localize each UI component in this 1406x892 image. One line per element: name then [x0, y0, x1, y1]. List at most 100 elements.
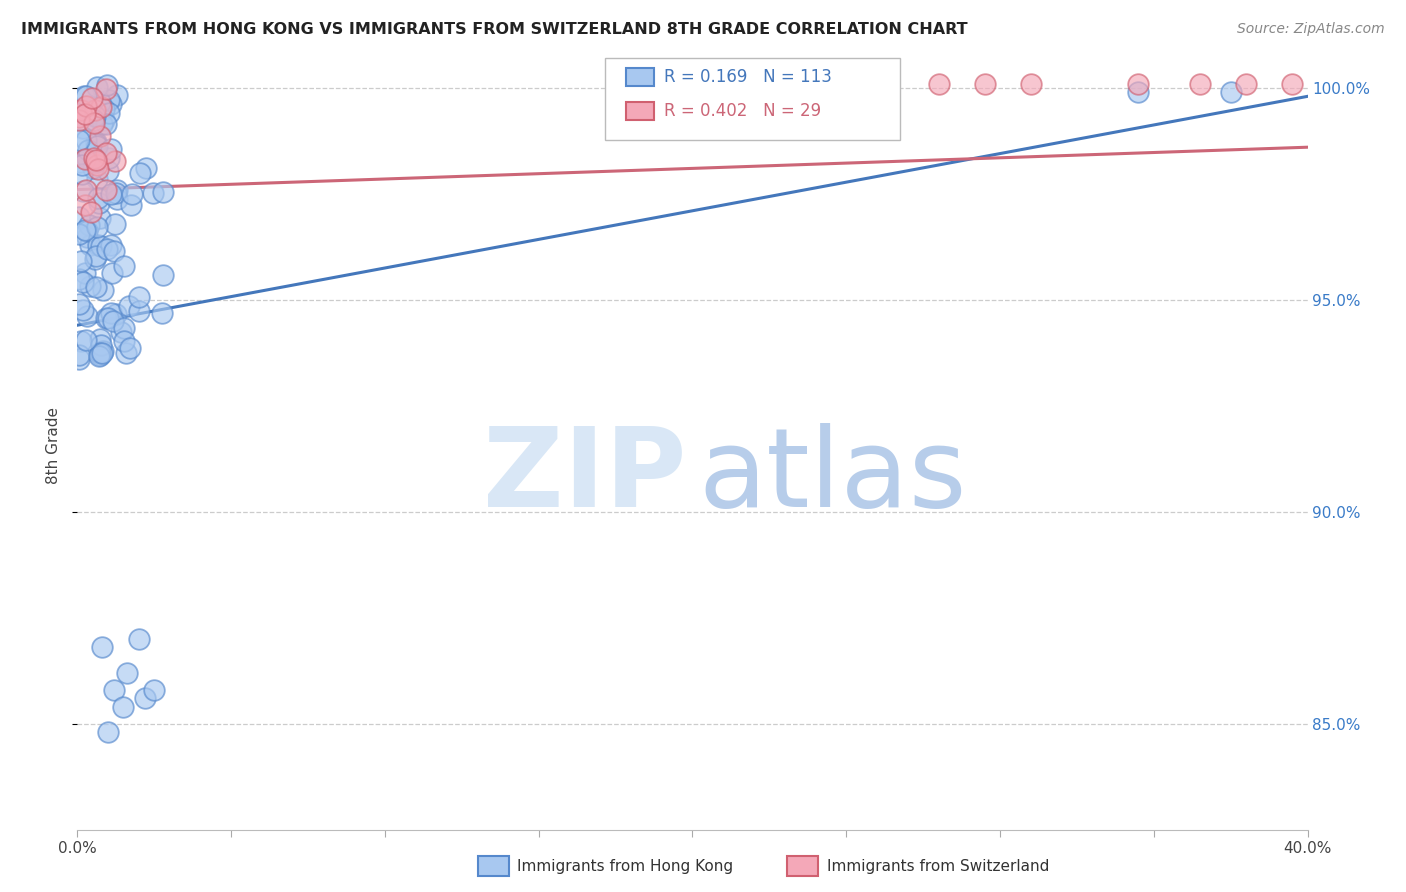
Point: [72, 184, 94, 198]
Point: [86, 172, 108, 186]
Point: [67, 297, 90, 311]
Point: [121, 187, 143, 202]
Point: [69, 154, 91, 169]
Point: [90, 239, 112, 253]
Point: [82, 156, 104, 170]
Point: [73, 198, 96, 212]
Point: [70, 334, 93, 349]
Point: [93, 113, 115, 128]
Point: [83, 115, 105, 129]
Point: [76, 224, 98, 238]
Point: [1219, 85, 1241, 99]
Point: [89, 195, 111, 210]
Point: [89, 211, 111, 225]
Point: [73, 223, 96, 237]
Point: [94, 183, 117, 197]
Text: Source: ZipAtlas.com: Source: ZipAtlas.com: [1237, 22, 1385, 37]
Point: [90, 337, 112, 351]
Point: [91, 343, 114, 358]
Point: [84, 109, 107, 123]
Point: [98, 93, 121, 107]
Point: [134, 691, 156, 706]
Point: [67, 227, 90, 241]
Point: [76, 309, 98, 323]
Point: [110, 326, 132, 340]
Point: [79, 237, 101, 252]
Point: [104, 217, 127, 231]
Point: [80, 205, 103, 219]
Point: [89, 349, 111, 363]
Point: [100, 238, 122, 252]
Point: [72, 275, 94, 289]
Point: [67, 113, 90, 128]
Point: [67, 352, 90, 367]
Point: [96, 78, 118, 92]
Point: [112, 699, 135, 714]
Point: [84, 109, 107, 123]
Point: [79, 279, 101, 293]
Point: [94, 81, 117, 95]
Point: [104, 153, 127, 168]
Point: [84, 249, 107, 263]
Point: [101, 266, 124, 280]
Point: [70, 254, 93, 268]
Point: [84, 155, 107, 169]
Point: [89, 95, 111, 110]
Point: [928, 77, 950, 91]
Point: [105, 193, 128, 207]
Point: [115, 665, 138, 680]
Point: [96, 242, 118, 256]
Point: [90, 117, 112, 131]
Point: [100, 186, 122, 201]
Point: [128, 632, 150, 646]
Text: atlas: atlas: [699, 423, 967, 530]
Point: [120, 341, 142, 355]
Point: [100, 306, 122, 320]
Point: [84, 280, 107, 294]
Point: [75, 183, 97, 197]
Point: [86, 79, 108, 94]
Point: [77, 219, 100, 233]
Point: [86, 219, 108, 234]
Point: [82, 91, 104, 105]
Text: R = 0.169   N = 113: R = 0.169 N = 113: [664, 68, 831, 86]
Point: [150, 306, 173, 320]
Point: [103, 244, 125, 259]
Point: [75, 133, 97, 147]
Point: [97, 151, 120, 165]
Point: [97, 725, 120, 739]
Point: [152, 268, 174, 282]
Point: [96, 311, 118, 326]
Point: [973, 77, 995, 91]
Point: [1128, 85, 1150, 99]
Text: IMMIGRANTS FROM HONG KONG VS IMMIGRANTS FROM SWITZERLAND 8TH GRADE CORRELATION C: IMMIGRANTS FROM HONG KONG VS IMMIGRANTS …: [21, 22, 967, 37]
Point: [128, 289, 150, 303]
Point: [67, 272, 90, 286]
Point: [84, 103, 107, 118]
Point: [120, 198, 142, 212]
Point: [86, 238, 108, 252]
Point: [105, 87, 128, 102]
Text: Immigrants from Hong Kong: Immigrants from Hong Kong: [517, 859, 734, 873]
Point: [73, 89, 96, 103]
Point: [86, 191, 108, 205]
Point: [84, 137, 107, 152]
Point: [91, 283, 114, 297]
Point: [152, 185, 174, 199]
Point: [83, 113, 105, 128]
Point: [1281, 77, 1303, 91]
Point: [98, 106, 121, 120]
Point: [72, 303, 94, 318]
Point: [86, 138, 108, 153]
Point: [91, 345, 114, 359]
Y-axis label: 8th Grade: 8th Grade: [45, 408, 60, 484]
Point: [105, 307, 128, 321]
Point: [84, 153, 107, 167]
Text: ZIP: ZIP: [482, 423, 686, 530]
Point: [142, 186, 165, 200]
Point: [89, 332, 111, 346]
Point: [75, 99, 97, 113]
Point: [103, 313, 125, 327]
Point: [70, 167, 93, 181]
Point: [77, 143, 100, 157]
